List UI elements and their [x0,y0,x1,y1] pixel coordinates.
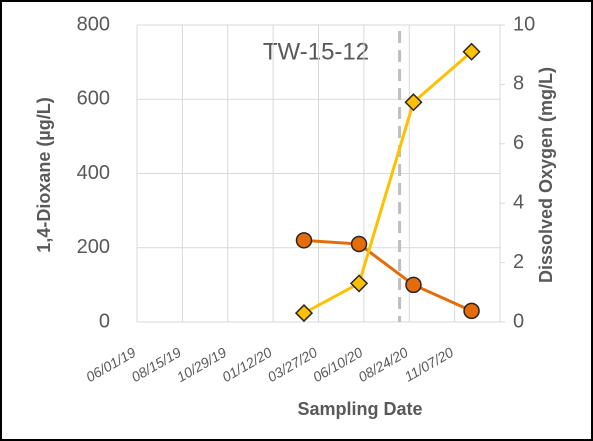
y2-tick-label: 6 [513,132,524,154]
y-axis-title: 1,4-Dioxane (µg/L) [34,97,54,252]
y2-tick-label: 0 [513,310,524,332]
y-tick-label: 800 [77,13,110,35]
y-tick-label: 400 [77,162,110,184]
chart-title: TW-15-12 [263,38,369,65]
data-point [406,277,421,292]
y2-tick-label: 10 [513,13,535,35]
y2-axis-title: Dissolved Oxygen (mg/L) [536,67,556,283]
data-point [464,303,479,318]
data-point [352,237,367,252]
y-tick-label: 600 [77,88,110,110]
y2-tick-label: 8 [513,73,524,95]
chart: TW-15-12 Sampling Date 1,4-Dioxane (µg/L… [0,0,593,441]
y-tick-label: 200 [77,236,110,258]
y2-tick-label: 4 [513,191,524,213]
y-tick-label: 0 [99,310,110,332]
x-axis-title: Sampling Date [297,399,422,419]
data-point [296,233,311,248]
y2-tick-label: 2 [513,251,524,273]
